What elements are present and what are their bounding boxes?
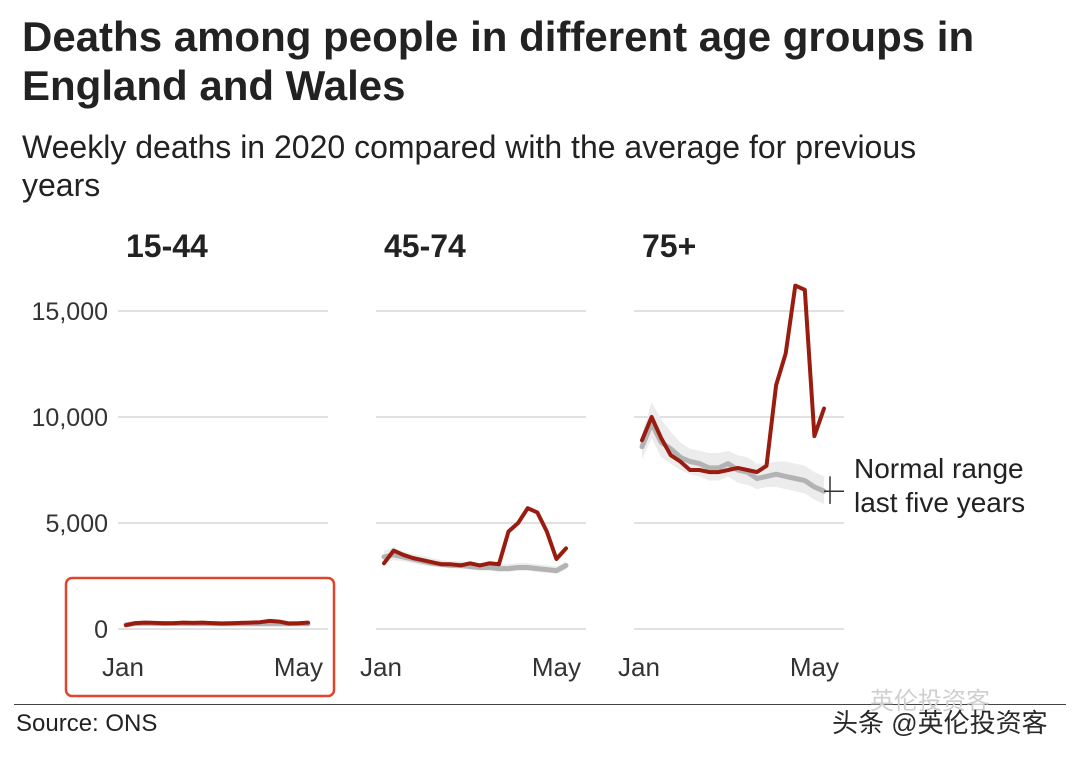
normal-range-band-75+ [642,402,824,504]
small-multiples-chart: 15,000 10,000 5,000 0 15-44 Jan May 45-74 Jan May… [32,228,1025,698]
annotation-label: Normal range [854,453,1024,484]
x-tick-label: Jan [618,652,660,682]
average-line-75+ [639,420,827,494]
source-label: Source: ONS [16,710,158,737]
deaths-2020-line-15-44 [124,618,310,628]
highlight-box-15-44 [64,576,336,698]
watermark-faint-text: 英伦投资客 [870,688,990,715]
watermark-text: 头条 @英伦投资客 [832,708,1048,738]
y-tick-label: 0 [94,616,108,644]
annotation-label: last five years [854,487,1025,518]
panel-label-45-74: 45-74 [384,228,466,264]
panel-label-75+: 75+ [642,228,696,264]
x-tick-label: May [274,652,323,682]
y-tick-label: 15,000 [32,298,108,326]
chart-title: Deaths among people in different age gro… [22,13,975,109]
source-divider [14,704,1066,705]
panel-label-15-44: 15-44 [126,228,208,264]
deaths-2020-line-45-74 [382,506,568,568]
y-tick-label: 10,000 [32,404,108,432]
x-tick-label: May [790,652,839,682]
deaths-2020-line-75+ [640,283,826,475]
chart-subtitle: Weekly deaths in 2020 compared with the … [22,129,917,203]
x-tick-label: May [532,652,581,682]
x-tick-label: Jan [102,652,144,682]
x-tick-label: Jan [360,652,402,682]
y-tick-label: 5,000 [45,510,108,538]
